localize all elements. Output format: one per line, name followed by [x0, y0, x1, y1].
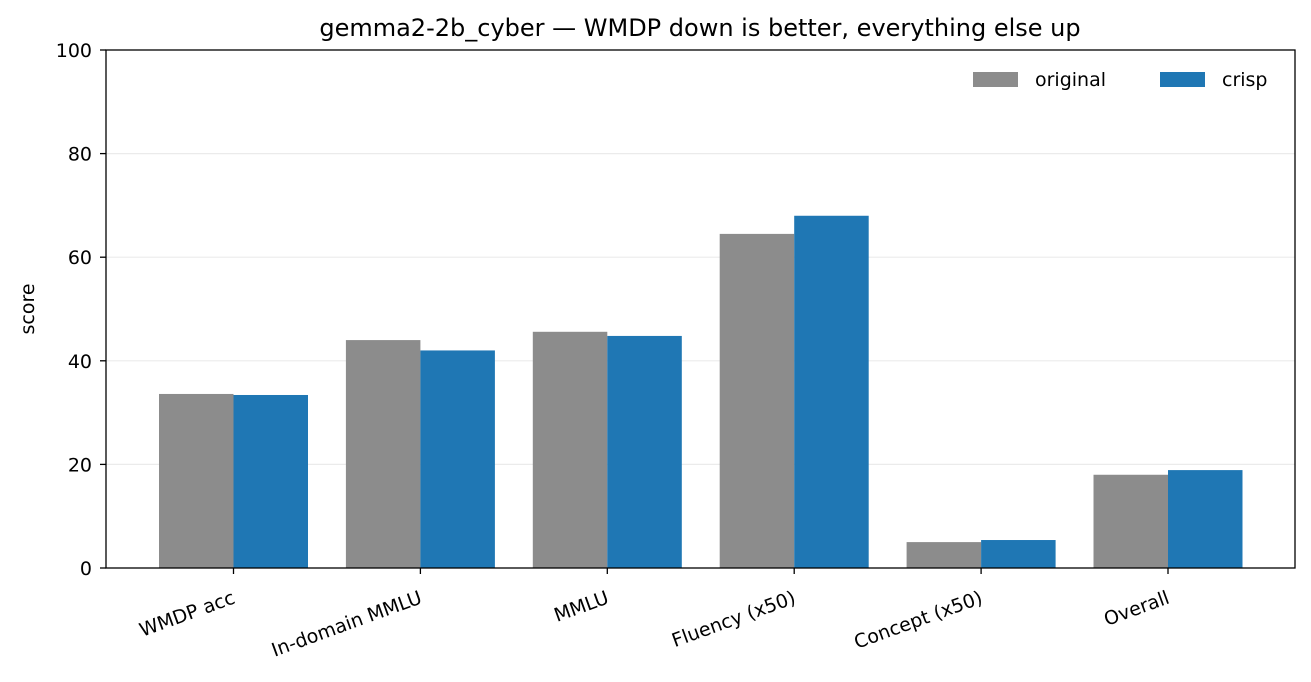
bar-crisp-2 [607, 335, 682, 568]
y-tick-label-0: 0 [80, 558, 92, 580]
legend-label-crisp: crisp [1222, 69, 1268, 91]
y-tick-label-80: 80 [68, 144, 92, 166]
y-tick-label-40: 40 [68, 351, 92, 373]
bar-original-2 [532, 331, 608, 568]
bar-crisp-5 [1168, 470, 1243, 568]
legend: original crisp [973, 69, 1268, 91]
bar-original-1 [345, 340, 421, 568]
bar-crisp-0 [233, 394, 308, 568]
grid-layer [106, 153, 1295, 465]
legend-swatch-crisp [1160, 72, 1205, 87]
bar-original-3 [719, 233, 795, 568]
bar-crisp-3 [794, 215, 869, 568]
plot-area-frame [105, 49, 1296, 569]
legend-label-original: original [1035, 69, 1106, 91]
x-tick-label-2: MMLU [551, 587, 611, 627]
y-axis-label: score [17, 283, 39, 334]
y-tick-label-100: 100 [56, 40, 92, 62]
y-tick-label-60: 60 [68, 247, 92, 269]
chart-title: gemma2-2b_cyber — WMDP down is better, e… [319, 14, 1080, 42]
y-tick-label-20: 20 [68, 454, 92, 476]
bar-original-0 [159, 393, 234, 568]
x-tick-label-1: In-domain MMLU [269, 587, 425, 662]
bar-crisp-1 [420, 350, 495, 568]
x-tick-label-4: Concept (x50) [851, 587, 985, 654]
y-axis: 0 20 40 60 80 100 [56, 40, 106, 580]
bar-original-5 [1093, 474, 1168, 568]
bar-original-4 [906, 542, 982, 568]
bar-crisp-4 [981, 540, 1056, 568]
x-axis: WMDP acc In-domain MMLU MMLU Fluency (x50) C… [137, 568, 1172, 662]
legend-swatch-original [973, 72, 1018, 87]
x-tick-label-5: Overall [1101, 587, 1172, 631]
x-tick-label-3: Fluency (x50) [669, 587, 799, 652]
x-tick-label-0: WMDP acc [137, 587, 238, 642]
bar-layer [159, 215, 1243, 568]
